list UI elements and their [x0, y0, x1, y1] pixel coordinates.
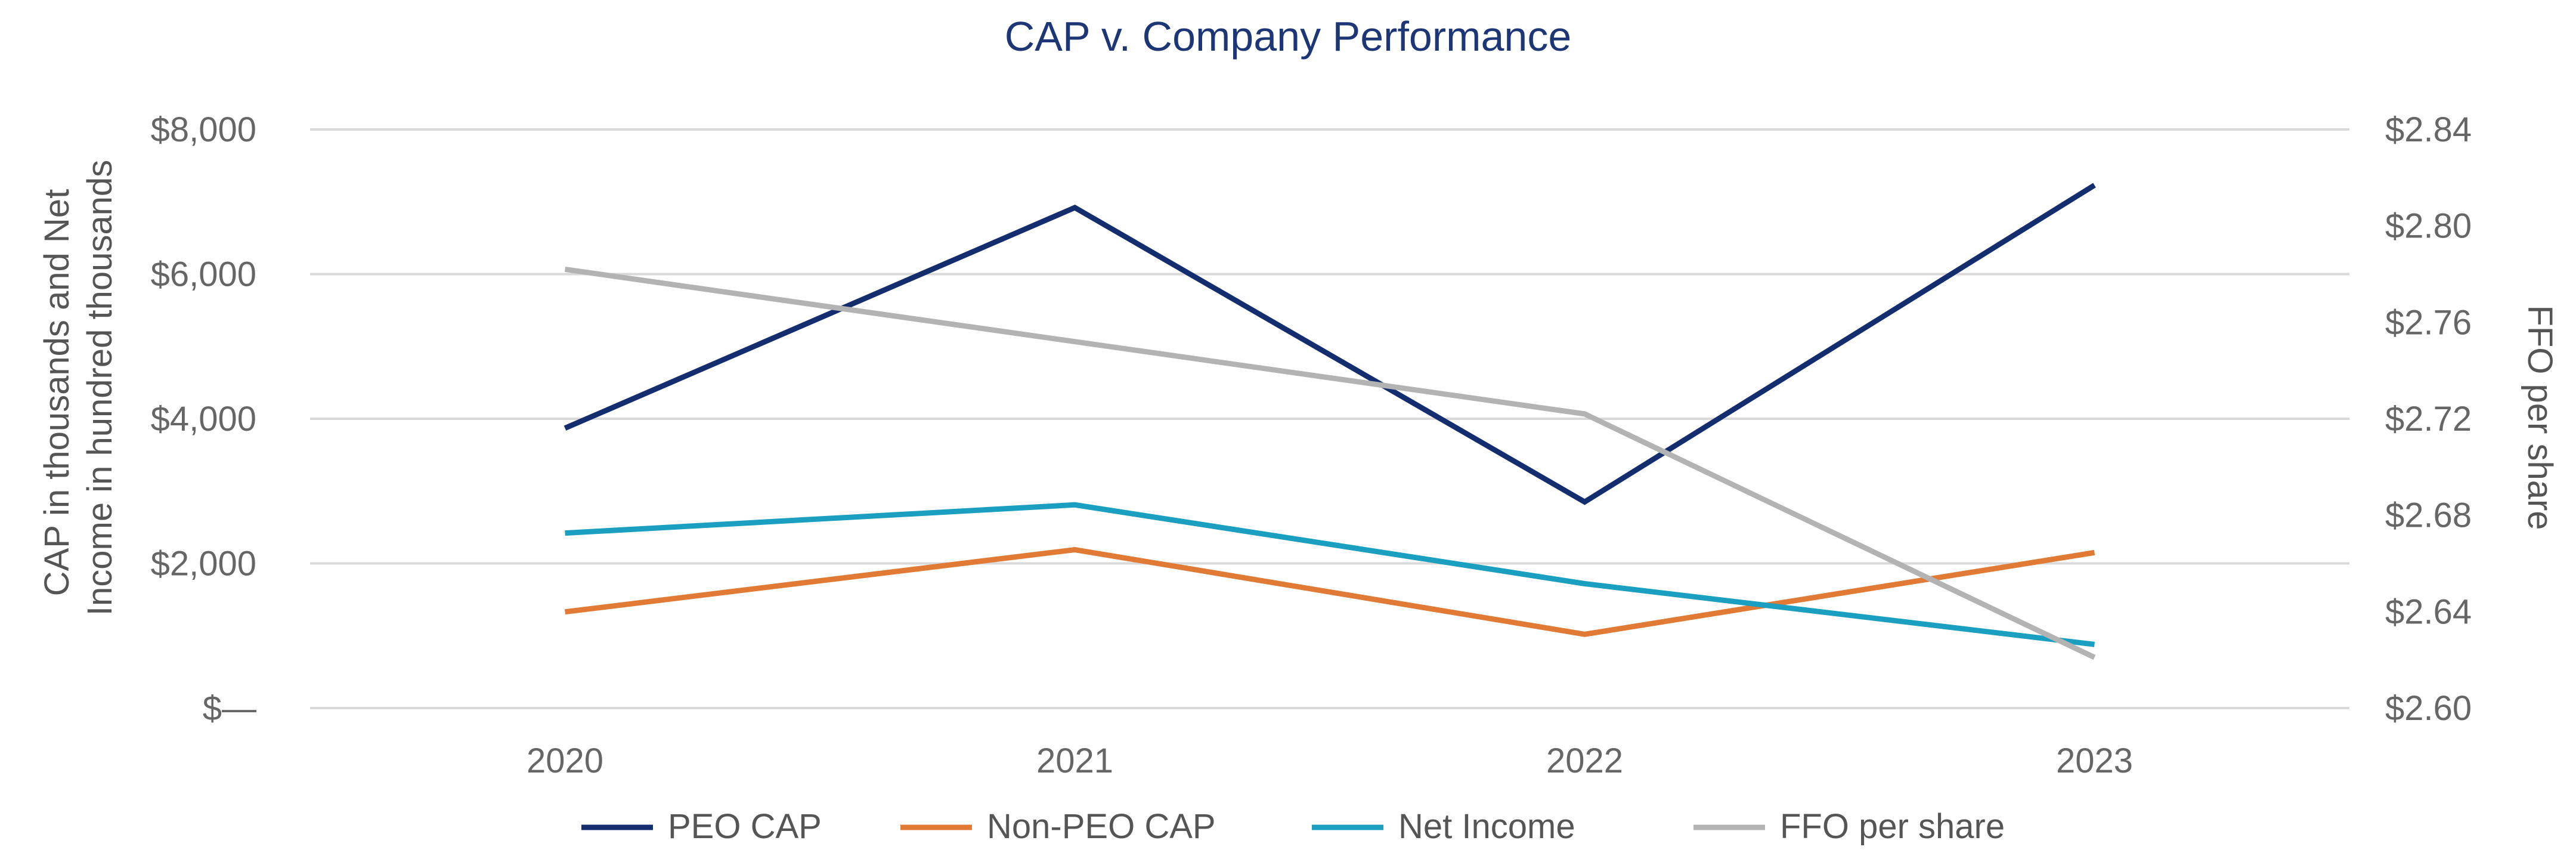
right-tick-label: $2.64	[2385, 592, 2472, 631]
right-tick-label: $2.72	[2385, 400, 2472, 438]
x-tick-label: 2022	[1546, 741, 1623, 780]
left-axis-title-line-1: CAP in thousands and Net	[38, 189, 76, 597]
x-tick-label: 2020	[527, 741, 603, 780]
right-axis-title: FFO per share	[2521, 305, 2559, 530]
x-tick-label: 2021	[1036, 741, 1113, 780]
gridlines	[310, 128, 2349, 709]
series-line-ffo-per-share	[564, 266, 2096, 660]
legend-label-peo-cap: PEO CAP	[668, 807, 822, 846]
right-tick-label: $2.60	[2385, 689, 2472, 728]
x-tick-label: 2023	[2056, 741, 2133, 780]
series-line-net-income	[565, 502, 2095, 647]
legend-label-net-income: Net Income	[1398, 807, 1575, 846]
right-tick-label: $2.80	[2385, 207, 2472, 246]
left-tick-label: $4,000	[151, 400, 256, 438]
right-tick-label: $2.84	[2385, 110, 2472, 149]
left-axis-title: CAP in thousands and Net Income in hundr…	[38, 160, 119, 616]
x-axis-ticks: 2020 2021 2022 2023	[527, 741, 2133, 780]
right-tick-label: $2.76	[2385, 303, 2472, 342]
series-line-peo-cap	[564, 183, 2096, 505]
legend: PEO CAP Non-PEO CAP Net Income FFO per shar…	[581, 807, 2005, 846]
chart-title: CAP v. Company Performance	[1005, 13, 1572, 60]
right-axis-ticks: $2.60 $2.64 $2.68 $2.72 $2.76 $2.80 $2.84	[2385, 110, 2472, 728]
legend-label-ffo-per-share: FFO per share	[1780, 807, 2005, 846]
left-tick-label: $2,000	[151, 545, 256, 583]
right-tick-label: $2.68	[2385, 496, 2472, 535]
series-line-non-peo-cap	[564, 546, 2095, 637]
left-axis-ticks: $— $2,000 $4,000 $6,000 $8,000	[151, 110, 256, 728]
left-tick-label: $8,000	[151, 110, 256, 149]
left-axis-title-line-2: Income in hundred thousands	[80, 160, 119, 616]
left-tick-label: $6,000	[151, 255, 256, 294]
series-lines	[564, 183, 2096, 660]
legend-label-non-peo-cap: Non-PEO CAP	[987, 807, 1216, 846]
left-tick-label: $—	[203, 689, 256, 728]
